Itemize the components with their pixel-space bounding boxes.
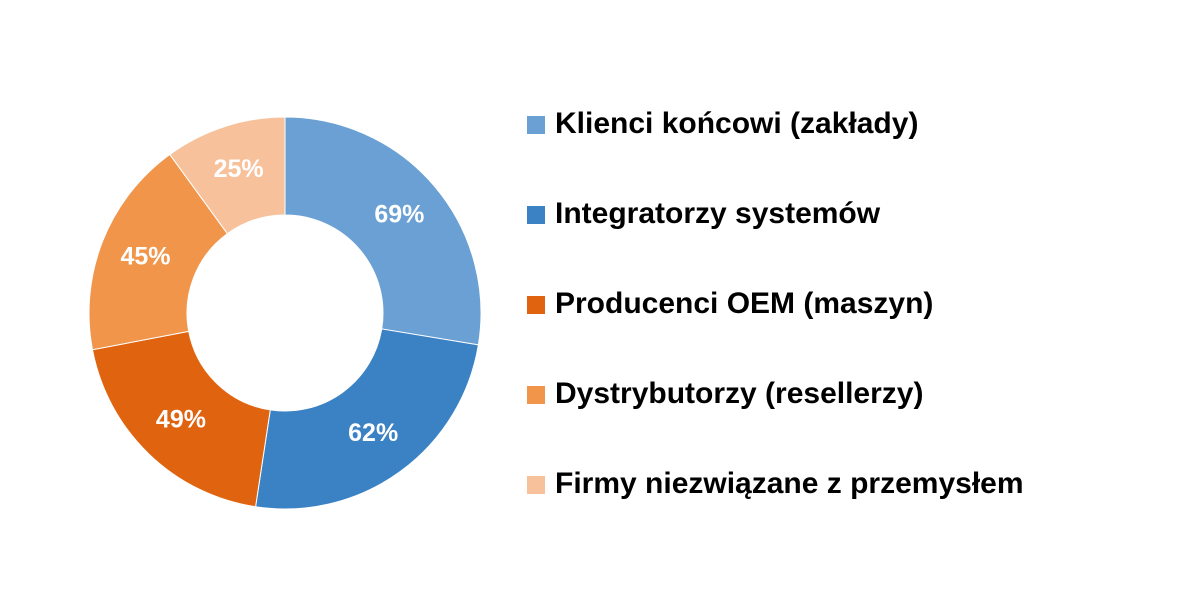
data-label: 45% bbox=[121, 242, 171, 270]
legend-label: Firmy niezwiązane z przemysłem bbox=[555, 467, 1024, 500]
legend-swatch bbox=[527, 386, 545, 404]
legend-swatch bbox=[527, 296, 545, 314]
legend-label: Klienci końcowi (zakłady) bbox=[555, 107, 918, 140]
data-label: 62% bbox=[348, 419, 398, 447]
legend-swatch bbox=[527, 206, 545, 224]
legend-label: Dystrybutorzy (resellerzy) bbox=[555, 377, 923, 410]
donut-slice bbox=[284, 116, 482, 346]
donut-slice bbox=[254, 328, 479, 510]
legend-swatch bbox=[527, 116, 545, 134]
legend-label: Integratorzy systemów bbox=[555, 197, 881, 230]
data-label: 25% bbox=[214, 155, 264, 183]
legend-swatch bbox=[527, 476, 545, 494]
data-label: 69% bbox=[374, 201, 424, 229]
legend-label: Producenci OEM (maszyn) bbox=[555, 287, 933, 320]
donut-slice bbox=[169, 116, 286, 235]
donut-slice bbox=[88, 153, 229, 351]
data-label: 49% bbox=[156, 406, 206, 434]
donut-slice bbox=[91, 330, 271, 508]
